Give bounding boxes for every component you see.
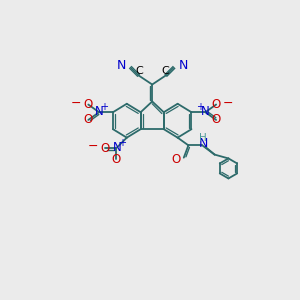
Text: N: N (201, 105, 210, 118)
Text: −: − (223, 97, 234, 110)
Text: O: O (84, 113, 93, 126)
Text: C: C (135, 66, 143, 76)
Text: C: C (161, 66, 169, 76)
Text: +: + (196, 102, 204, 112)
Text: H: H (199, 134, 207, 143)
Text: O: O (212, 98, 221, 111)
Text: O: O (172, 153, 181, 166)
Text: +: + (100, 102, 109, 112)
Text: N: N (117, 59, 126, 72)
Text: N: N (95, 105, 103, 118)
Text: N: N (198, 137, 208, 150)
Text: N: N (178, 59, 188, 72)
Text: O: O (100, 142, 110, 155)
Text: O: O (111, 153, 121, 166)
Text: −: − (88, 140, 98, 153)
Text: O: O (84, 98, 93, 111)
Text: +: + (118, 138, 126, 148)
Text: −: − (71, 97, 81, 110)
Text: N: N (112, 141, 121, 154)
Text: O: O (212, 113, 221, 126)
